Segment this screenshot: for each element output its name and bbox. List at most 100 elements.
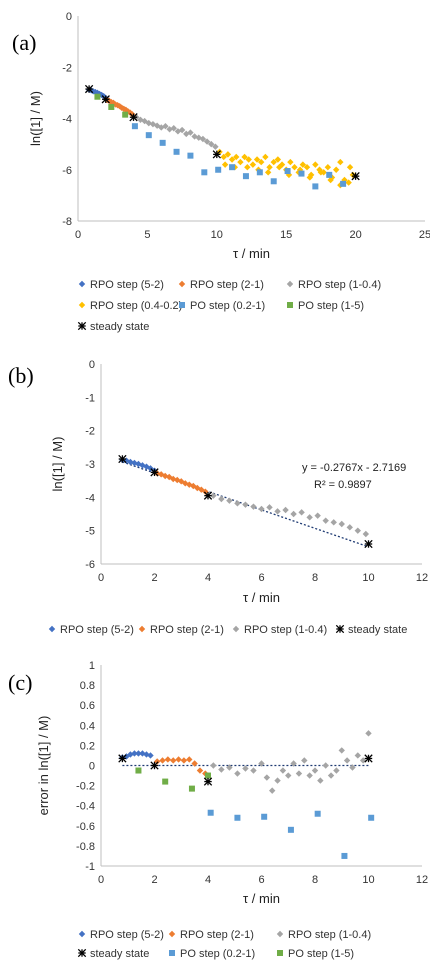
data-point [116,103,123,110]
data-point [199,135,207,143]
data-point [158,124,165,131]
x-tick-label: 15 [280,229,292,241]
data-point [368,814,375,821]
data-point [332,166,340,173]
y-tick-label: -8 [62,216,72,228]
legend-item: RPO step (5-2) [78,279,164,291]
data-point [314,512,321,519]
legend-marker [179,302,185,308]
legend-marker [78,301,86,309]
x-tick-label: 12 [416,572,428,584]
data-point [153,122,161,129]
data-point [106,97,113,105]
data-point [314,810,321,817]
data-point [262,153,269,161]
y-tick-label: 0.4 [80,720,95,732]
legend-item: steady state [335,624,407,636]
legend-label: steady state [348,624,407,636]
data-point [322,762,329,769]
data-point [203,138,211,145]
data-point [220,153,227,161]
series-po-step-1-5- [135,767,211,792]
data-point [201,169,208,176]
data-point [234,500,241,507]
data-point [244,163,251,171]
data-point [191,760,198,767]
data-point [210,492,217,499]
data-point [345,179,352,186]
legend-label: steady state [90,321,149,333]
data-point [187,152,194,159]
data-point [306,772,313,779]
data-point [282,506,289,514]
data-point [346,163,354,171]
data-point [341,852,348,859]
data-point [196,767,204,774]
series-po-step-0-2-1- [207,809,375,859]
data-point [127,751,134,758]
data-point [324,163,332,171]
data-point [338,520,345,528]
data-point [203,491,213,500]
legend-marker [48,625,56,633]
x-tick-label: 8 [312,572,318,584]
y-tick-label: -3 [85,459,95,471]
series-rpo-step-2-1- [153,756,209,777]
x-axis-title: τ / min [233,246,270,261]
data-point [249,161,257,168]
data-point [226,764,233,771]
data-point [287,158,294,166]
data-point [242,173,249,180]
data-point [191,133,198,140]
series-rpo-step-1-0-4- [133,114,219,150]
x-tick-label: 2 [151,572,157,584]
legend-marker [232,625,240,633]
data-point [341,176,348,184]
data-point [278,161,286,168]
data-point [123,753,130,760]
legend-label: RPO step (1-0.4) [244,624,327,636]
legend-marker [276,930,284,938]
data-point [301,757,308,764]
data-point [359,757,367,764]
legend-item: RPO step (1-0.4) [232,624,327,636]
panel-label: (b) [8,363,34,388]
legend-label: PO step (1-5) [288,948,354,960]
data-point [365,730,372,737]
y-tick-label: 1 [89,660,95,672]
legend-label: PO step (0.2-1) [180,948,255,960]
data-point [287,826,294,833]
data-point [143,751,150,758]
y-tick-label: -1 [85,392,95,404]
x-axis-title: τ / min [243,590,280,605]
legend-label: RPO step (5-2) [60,624,134,636]
data-point [346,524,353,531]
data-point [258,505,265,513]
x-tick-label: 2 [151,874,157,886]
data-point [188,785,195,792]
chart-panel-3: (c)10.80.60.40.20-0.2-0.4-0.6-0.8-10 2 4 6 8… [8,660,428,960]
data-point [242,765,249,772]
data-point [326,171,333,178]
data-point [284,168,291,175]
data-point [256,169,263,176]
x-tick-label: 25 [419,229,430,241]
legend-label: PO step (0.2-1) [190,300,265,312]
series-rpo-step-1-0-4- [210,730,372,794]
y-tick-label: -0.2 [76,781,95,793]
series-steady-state [84,84,360,181]
legend-label: RPO step (1-0.4) [298,279,381,291]
data-point [362,530,370,538]
data-point [164,756,172,763]
data-point [101,95,110,104]
data-point [311,767,319,774]
legend-label: RPO step (0.4-0.2) [90,300,182,312]
data-point [364,539,373,549]
data-point [147,752,154,759]
data-point [317,777,324,784]
data-point [266,504,273,511]
y-axis-title: ln([1] / M) [28,91,43,146]
data-point [270,178,277,185]
data-point [298,509,305,516]
legend-item: RPO step (1-0.4) [286,279,381,291]
